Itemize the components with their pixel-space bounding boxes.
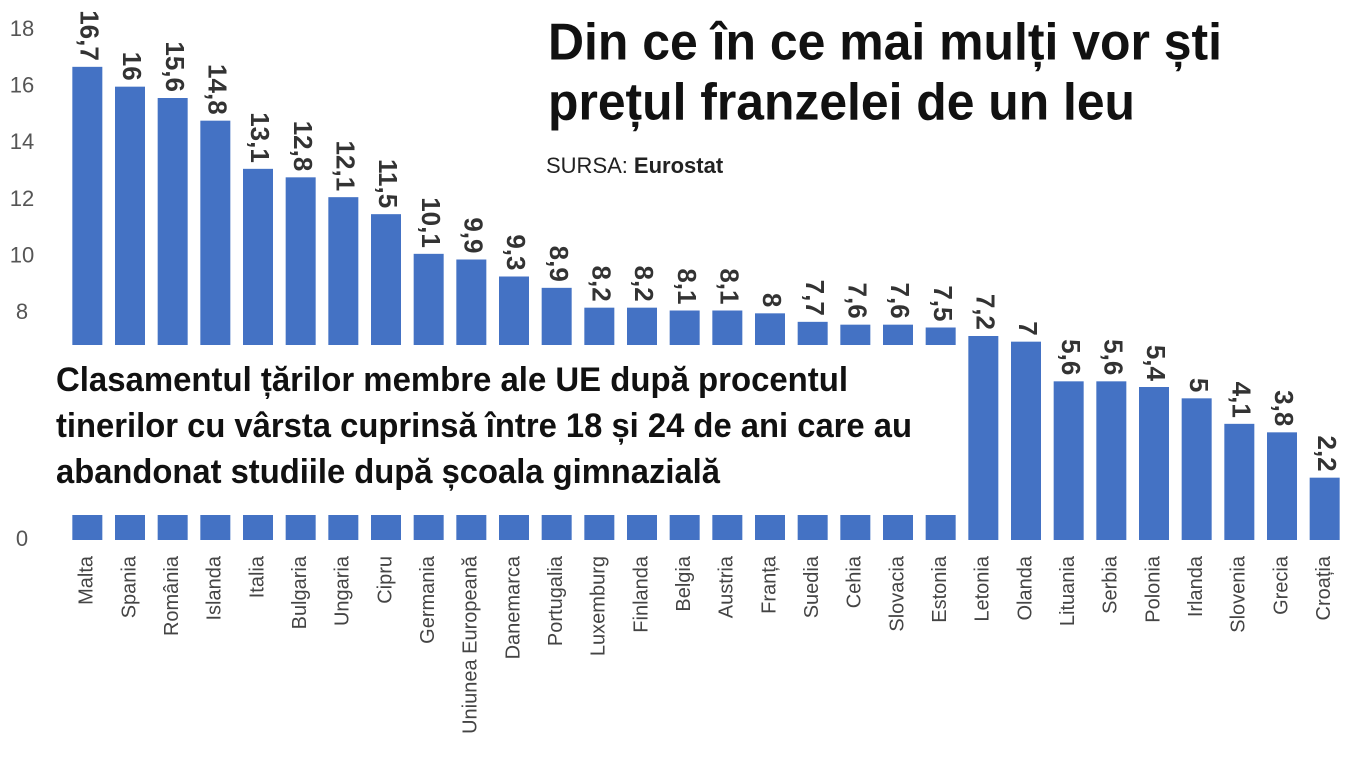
value-label: 7,5 — [928, 285, 958, 321]
value-label: 12,1 — [330, 141, 360, 192]
value-label: 13,1 — [245, 112, 275, 163]
bar — [1096, 381, 1127, 540]
x-tick-label: Polonia — [1142, 555, 1164, 623]
bar — [1053, 381, 1084, 540]
x-tick-label: Letonia — [972, 555, 994, 621]
value-label: 7,6 — [842, 283, 872, 319]
x-tick-label: Bulgaria — [289, 555, 311, 629]
bar — [1181, 398, 1212, 540]
x-tick-label: Danemarca — [502, 555, 524, 659]
y-tick-label: 18 — [10, 16, 34, 41]
source-name: Eurostat — [634, 153, 724, 178]
subtitle: abandonat studiile după școala gimnazial… — [56, 453, 721, 491]
value-label: 3,8 — [1269, 390, 1299, 426]
x-tick-label: Finlanda — [630, 555, 652, 633]
value-label: 5,4 — [1141, 345, 1171, 382]
bar — [1267, 432, 1297, 540]
x-tick-label: Slovacia — [886, 555, 908, 631]
x-tick-label: Olanda — [1014, 555, 1036, 620]
x-tick-label: Malta — [76, 555, 98, 605]
value-label: 7,7 — [800, 280, 830, 316]
value-label: 7 — [1013, 321, 1043, 335]
x-tick-label: Spania — [118, 555, 140, 618]
x-tick-label: Cipru — [374, 556, 396, 604]
bar — [1011, 341, 1041, 540]
value-label: 4,1 — [1226, 382, 1256, 418]
x-tick-label: Franța — [758, 555, 780, 614]
value-label: 8,2 — [629, 266, 659, 302]
x-tick-label: Lituania — [1057, 555, 1079, 626]
value-label: 7,2 — [970, 294, 1000, 330]
x-tick-label: Grecia — [1270, 555, 1292, 615]
bar — [968, 336, 999, 540]
subtitle: Clasamentul țărilor membre ale UE după p… — [56, 361, 848, 399]
value-label: 15,6 — [160, 41, 190, 92]
value-label: 5,6 — [1098, 339, 1128, 375]
y-tick-label: 8 — [16, 299, 28, 324]
value-label: 11,5 — [373, 159, 403, 208]
x-tick-label: Portugalia — [545, 555, 567, 646]
y-tick-label: 10 — [10, 242, 34, 267]
x-tick-label: Slovenia — [1228, 555, 1250, 633]
x-tick-label: Suedia — [801, 555, 823, 618]
chart-title: Din ce în ce mai mulți vor ști — [548, 14, 1222, 72]
source: SURSA: Eurostat — [546, 153, 724, 178]
x-tick-label: Serbia — [1100, 555, 1122, 614]
subtitle-box — [0, 345, 962, 515]
value-label: 12,8 — [288, 121, 318, 172]
value-label: 8,1 — [714, 268, 744, 304]
x-tick-label: Estonia — [929, 555, 951, 623]
chart-title: prețul franzelei de un leu — [548, 74, 1135, 132]
bar — [1224, 423, 1255, 540]
x-tick-label: Croația — [1313, 555, 1335, 620]
subtitle: tinerilor cu vârsta cuprinsă între 18 și… — [56, 407, 912, 445]
value-label: 7,6 — [885, 283, 915, 319]
value-label: 9,3 — [501, 234, 531, 270]
x-tick-label: Islanda — [204, 555, 226, 620]
value-label: 8,9 — [544, 246, 574, 282]
y-tick-label: 16 — [10, 72, 34, 97]
y-tick-label: 14 — [10, 129, 34, 154]
value-label: 9,9 — [458, 217, 488, 253]
x-tick-label: Irlanda — [1185, 555, 1207, 617]
y-tick-label: 12 — [10, 186, 34, 211]
x-tick-label: Italia — [246, 555, 268, 598]
value-label: 8,2 — [586, 266, 616, 302]
x-tick-label: Cehia — [844, 555, 866, 608]
value-label: 16,7 — [74, 10, 104, 61]
x-tick-label: Ungaria — [332, 555, 354, 626]
value-label: 5,6 — [1056, 339, 1086, 375]
value-label: 5 — [1184, 378, 1214, 392]
source-label: SURSA: — [546, 153, 628, 178]
bar — [1139, 387, 1169, 540]
x-tick-label: Germania — [417, 555, 439, 644]
value-label: 8 — [757, 293, 787, 307]
x-tick-label: Uniunea Europeană — [460, 555, 482, 734]
value-label: 2,2 — [1312, 436, 1342, 472]
x-tick-label: România — [161, 555, 183, 636]
value-label: 14,8 — [202, 64, 232, 115]
value-label: 8,1 — [672, 268, 702, 304]
x-tick-label: Austria — [716, 555, 738, 618]
x-tick-label: Belgia — [673, 555, 695, 611]
y-tick-label: 0 — [16, 526, 28, 551]
value-label: 10,1 — [416, 197, 446, 248]
bar — [1309, 477, 1340, 540]
x-tick-label: Luxemburg — [588, 556, 610, 656]
value-label: 16 — [117, 52, 147, 81]
